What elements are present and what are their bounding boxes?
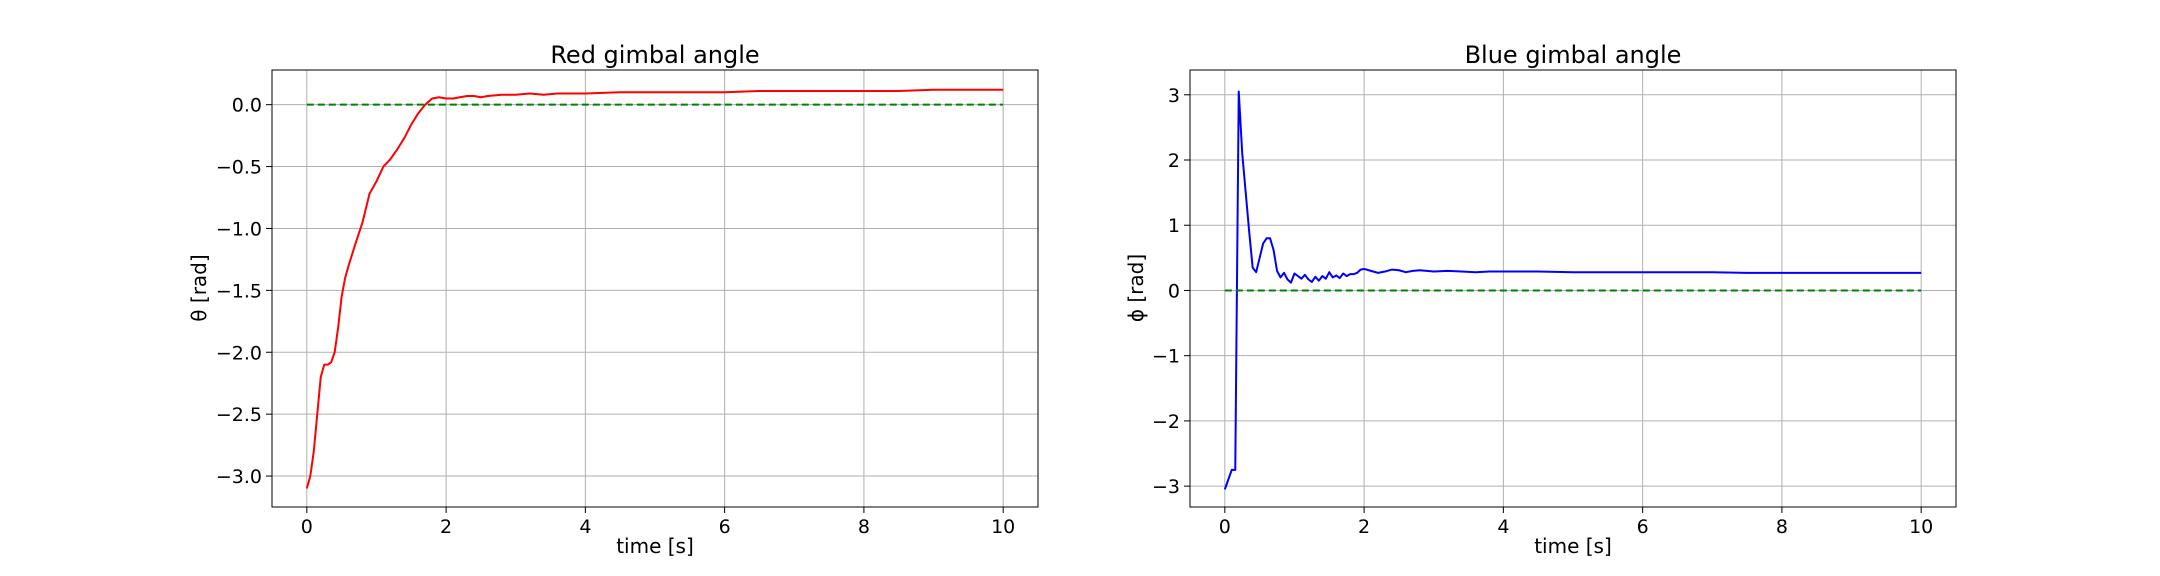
ticks: 0 2 4 6 8 10 −3.0 −2.5 −2.0 −1.5 −1.0 −0.5 0.0 (216, 95, 1015, 538)
x-tick-label: 8 (858, 516, 870, 538)
chart-red-gimbal-angle: 0 2 4 6 8 10 −3.0 −2.5 −2.0 −1.5 −1.0 −0.5 0.0 Red g… (187, 41, 1039, 558)
y-tick-label: −2.0 (216, 342, 262, 364)
y-tick-label: 2 (1168, 150, 1180, 172)
x-tick-label: 6 (719, 516, 731, 538)
grid-lines (272, 70, 1038, 507)
x-tick-label: 2 (440, 516, 452, 538)
x-axis-label: time [s] (1534, 534, 1612, 558)
y-tick-label: 0 (1168, 280, 1180, 302)
y-axis-label: ϕ [rad] (1124, 254, 1148, 322)
chart-blue-gimbal-angle: 0 2 4 6 8 10 −3 −2 −1 0 1 2 3 Blue gimbal angle time… (1124, 41, 1957, 558)
plot-frame (1189, 69, 1957, 508)
series-layer (305, 88, 1004, 489)
chart-title: Red gimbal angle (550, 41, 759, 69)
y-tick-label: 1 (1168, 215, 1180, 237)
x-tick-label: 10 (991, 516, 1015, 538)
y-tick-label: 3 (1168, 85, 1180, 107)
y-tick-label: −0.5 (216, 157, 262, 179)
y-tick-label: −1.5 (216, 280, 262, 302)
y-tick-label: 0.0 (232, 95, 262, 117)
y-tick-label: −3 (1152, 476, 1180, 498)
plot-frame (271, 69, 1039, 508)
x-tick-label: 10 (1909, 516, 1933, 538)
x-tick-label: 4 (1497, 516, 1509, 538)
grid-lines (1190, 70, 1956, 507)
y-tick-label: −2 (1152, 411, 1180, 433)
y-axis-label: θ [rad] (187, 254, 211, 321)
x-tick-label: 0 (1219, 516, 1231, 538)
y-tick-label: −1.0 (216, 218, 262, 240)
series-line (305, 88, 1004, 489)
series-line (1223, 90, 1922, 490)
x-axis-label: time [s] (616, 534, 694, 558)
x-tick-label: 6 (1637, 516, 1649, 538)
x-tick-label: 2 (1358, 516, 1370, 538)
chart-title: Blue gimbal angle (1465, 41, 1682, 69)
y-tick-label: −3.0 (216, 466, 262, 488)
series-layer (1223, 90, 1922, 490)
x-tick-label: 8 (1776, 516, 1788, 538)
y-tick-label: −1 (1152, 346, 1180, 368)
x-tick-label: 4 (579, 516, 591, 538)
ticks: 0 2 4 6 8 10 −3 −2 −1 0 1 2 3 (1152, 85, 1933, 538)
y-tick-label: −2.5 (216, 404, 262, 426)
x-tick-label: 0 (301, 516, 313, 538)
